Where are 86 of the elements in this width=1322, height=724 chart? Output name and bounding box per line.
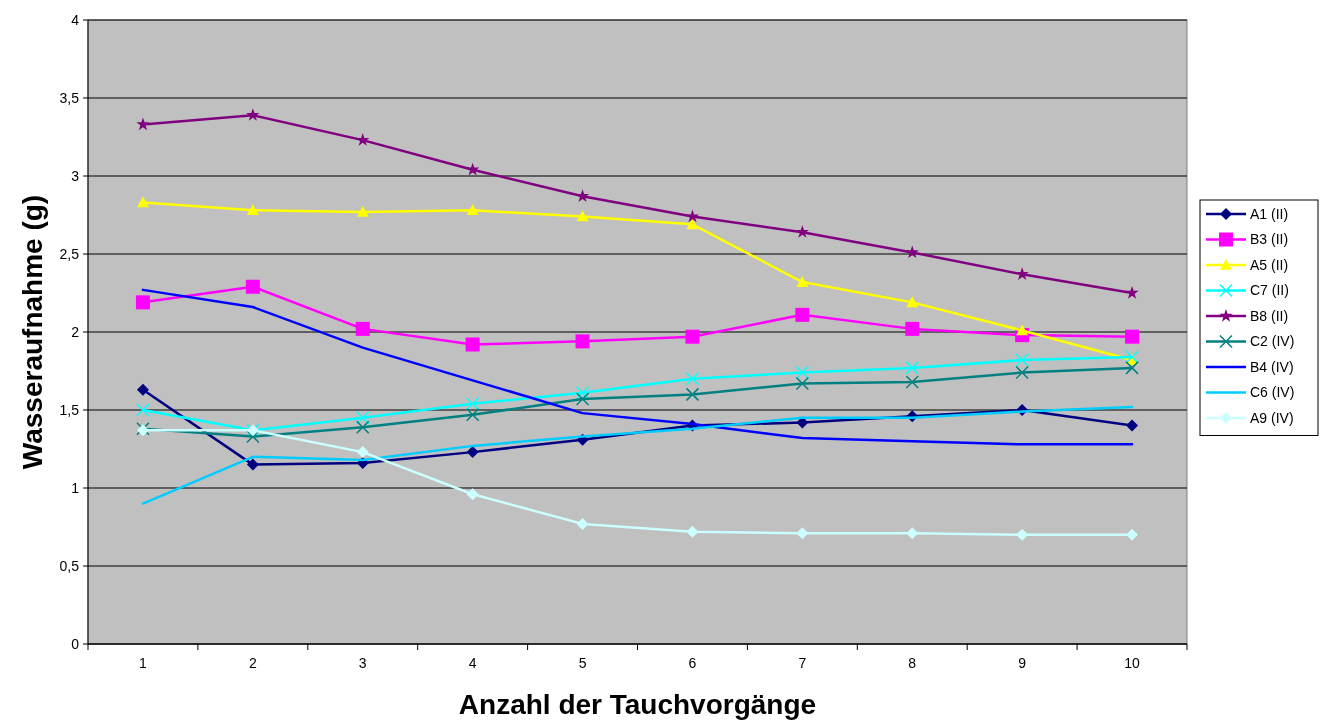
legend-label: B4 (IV) <box>1250 358 1294 375</box>
point <box>1016 324 1029 336</box>
point <box>1126 528 1139 541</box>
x-tick-label: 6 <box>688 655 697 671</box>
point <box>1125 329 1140 344</box>
legend-label: A5 (II) <box>1250 256 1289 273</box>
x-tick-label: 7 <box>798 655 807 671</box>
x-axis-title: Anzahl der Tauchvorgänge <box>458 689 817 720</box>
point <box>356 205 369 217</box>
point <box>355 321 370 336</box>
point <box>136 196 149 208</box>
point <box>686 525 699 538</box>
point <box>905 375 919 389</box>
x-tick-label: 5 <box>578 655 587 671</box>
y-tick-label: 2,5 <box>59 245 80 262</box>
point <box>796 527 809 540</box>
x-tick-label: 1 <box>139 655 148 671</box>
point <box>686 218 699 230</box>
legend-label: B3 (II) <box>1250 231 1289 248</box>
x-tick-label: 4 <box>468 655 477 671</box>
y-tick-label: 3,5 <box>59 89 80 106</box>
point <box>576 210 589 222</box>
y-tick-label: 0,5 <box>59 557 80 574</box>
point <box>465 337 480 352</box>
point <box>466 204 479 216</box>
y-tick-label: 2 <box>71 323 80 340</box>
point <box>1125 350 1139 364</box>
point <box>465 407 480 422</box>
point <box>466 446 479 459</box>
line-series <box>141 288 1134 446</box>
point <box>136 403 150 417</box>
point <box>245 279 260 294</box>
legend-label: C6 (IV) <box>1250 384 1295 401</box>
point <box>906 296 919 308</box>
point <box>135 295 150 310</box>
point <box>136 383 149 396</box>
point <box>575 386 590 400</box>
point <box>795 376 810 391</box>
point <box>1125 286 1139 299</box>
point <box>136 117 150 131</box>
point <box>1126 419 1139 432</box>
point <box>1015 353 1029 367</box>
point <box>465 397 480 411</box>
legend-label: B8 (II) <box>1250 307 1289 324</box>
point <box>905 321 920 336</box>
point <box>685 329 700 344</box>
point <box>246 458 259 471</box>
point <box>356 420 370 434</box>
y-tick-label: 3 <box>71 167 80 184</box>
point <box>356 133 370 146</box>
x-tick-label: 9 <box>1018 655 1027 671</box>
point <box>356 411 370 425</box>
x-tick-label: 3 <box>358 655 367 671</box>
line-series <box>141 405 1134 505</box>
point <box>356 446 369 459</box>
point <box>795 365 810 380</box>
x-tick-label: 2 <box>248 655 257 671</box>
point <box>685 372 700 386</box>
point <box>796 276 809 287</box>
y-tick-label: 1,5 <box>59 401 80 418</box>
point <box>576 517 589 530</box>
legend-label: A9 (IV) <box>1250 409 1294 426</box>
legend-label: C7 (II) <box>1250 282 1289 299</box>
legend-label: A1 (II) <box>1250 205 1289 222</box>
point <box>685 209 700 223</box>
point <box>466 488 479 501</box>
x-tick-label: 8 <box>908 655 917 671</box>
point <box>905 245 919 259</box>
point <box>905 361 919 375</box>
legend-label: C2 (IV) <box>1250 333 1295 350</box>
point <box>1015 267 1029 280</box>
x-tick-label: 10 <box>1124 655 1141 671</box>
point <box>246 429 260 444</box>
y-axis-title: Wasseraufnahme (g) <box>17 194 48 470</box>
y-tick-label: 0 <box>71 635 80 652</box>
point <box>575 334 590 349</box>
point <box>1015 365 1029 380</box>
point <box>1125 361 1139 375</box>
y-tick-label: 1 <box>71 479 80 496</box>
y-tick-label: 4 <box>71 11 80 28</box>
point <box>246 204 259 216</box>
point <box>246 108 260 121</box>
point <box>685 387 700 402</box>
point <box>795 307 810 322</box>
point <box>795 225 810 238</box>
point <box>575 392 590 406</box>
